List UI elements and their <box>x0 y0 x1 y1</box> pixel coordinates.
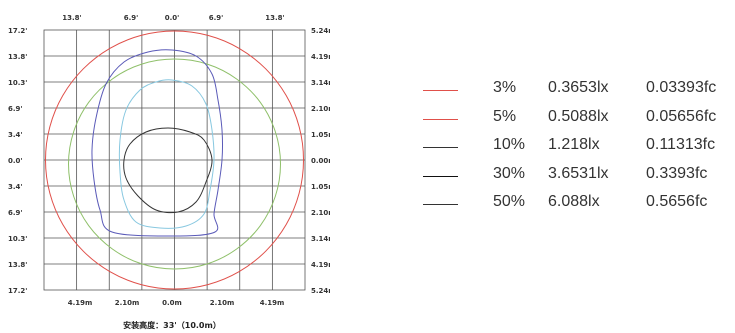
legend-footcandle: 0.11313fc <box>646 136 716 153</box>
left-tick-label: 13.8' <box>8 53 27 61</box>
legend-footcandle: 0.03393fc <box>646 79 717 96</box>
bottom-tick-label: 4.19m <box>260 299 285 307</box>
legend-row: 3% 0.3653lx 0.03393fc <box>420 79 730 108</box>
legend-percent: 10% <box>493 136 526 153</box>
legend-row: 5% 0.5088lx 0.05656fc <box>420 108 730 137</box>
right-tick-label: 5.24m <box>311 27 330 35</box>
legend-percent: 3% <box>493 79 517 96</box>
contour-50-percent <box>123 127 213 214</box>
legend-line-swatch <box>423 118 458 120</box>
legend-footcandle: 0.05656fc <box>646 107 717 125</box>
left-tick-label: 6.9' <box>8 209 23 217</box>
legend-lux: 0.3653lx <box>548 79 609 96</box>
right-tick-label: 1.05m <box>311 131 330 139</box>
grid <box>43 29 306 291</box>
contour-5-percent <box>67 58 282 270</box>
legend-lux: 0.5088lx <box>548 107 609 125</box>
right-tick-label: 5.24m <box>311 287 330 295</box>
legend-percent: 50% <box>493 193 526 210</box>
legend-percent: 5% <box>493 107 517 125</box>
top-tick-label: 6.9' <box>209 14 224 22</box>
legend-percent: 30% <box>493 164 526 182</box>
bottom-tick-label: 0.0m <box>162 299 182 307</box>
right-tick-label: 0.00m <box>311 157 330 165</box>
right-tick-label: 3.14m <box>311 79 330 87</box>
left-tick-label: 3.4' <box>8 183 23 191</box>
legend-row: 50% 6.088lx 0.5656fc <box>420 193 730 222</box>
bottom-tick-label: 4.19m <box>68 299 93 307</box>
tick-labels: 13.8' 6.9' 0.0' 6.9' 13.8' 17.2' 13.8' 10.3' 6.9… <box>8 14 330 307</box>
left-tick-label: 10.3' <box>8 235 27 243</box>
bottom-tick-label: 2.10m <box>115 299 140 307</box>
left-tick-label: 17.2' <box>8 287 27 295</box>
legend-lux: 1.218lx <box>548 136 600 153</box>
legend: 3% 0.3653lx 0.03393fc 5% 0.5088lx 0.05656fc 10… <box>420 79 730 222</box>
bottom-tick-label: 2.10m <box>210 299 235 307</box>
legend-row: 10% 1.218lx 0.11313fc <box>420 136 730 165</box>
left-tick-label: 17.2' <box>8 27 27 35</box>
contour-10-percent <box>91 49 224 237</box>
legend-line-swatch <box>423 147 458 148</box>
left-tick-label: 3.4' <box>8 131 23 139</box>
legend-footcandle: 0.5656fc <box>646 193 708 210</box>
isolux-diagram: 13.8' 6.9' 0.0' 6.9' 13.8' 17.2' 13.8' 10.3' 6.9… <box>8 14 330 330</box>
left-tick-label: 0.0' <box>8 157 23 165</box>
left-tick-label: 13.8' <box>8 261 27 269</box>
legend-line-swatch <box>423 90 458 91</box>
legend-row: 30% 3.6531lx 0.3393fc <box>420 165 730 194</box>
top-tick-label: 0.0' <box>165 14 180 22</box>
right-tick-label: 3.14m <box>311 235 330 243</box>
top-tick-label: 13.8' <box>62 14 81 22</box>
legend-line-swatch <box>423 204 458 205</box>
right-tick-label: 4.19m <box>311 53 330 61</box>
right-tick-label: 1.05m <box>311 183 330 191</box>
top-tick-label: 6.9' <box>124 14 139 22</box>
right-tick-label: 4.19m <box>311 261 330 269</box>
top-tick-label: 13.8' <box>265 14 284 22</box>
contour-group <box>44 30 305 290</box>
right-tick-label: 2.10m <box>311 105 330 113</box>
left-tick-label: 10.3' <box>8 79 27 87</box>
right-tick-label: 2.10m <box>311 209 330 217</box>
legend-lux: 3.6531lx <box>548 164 609 182</box>
legend-line-swatch <box>423 175 458 177</box>
contour-3-percent <box>44 30 305 290</box>
left-tick-label: 6.9' <box>8 105 23 113</box>
contour-30-percent <box>118 79 215 229</box>
mounting-height-caption: 安装高度：33'（10.0m） <box>123 320 221 330</box>
legend-footcandle: 0.3393fc <box>646 164 708 182</box>
legend-lux: 6.088lx <box>548 193 600 210</box>
